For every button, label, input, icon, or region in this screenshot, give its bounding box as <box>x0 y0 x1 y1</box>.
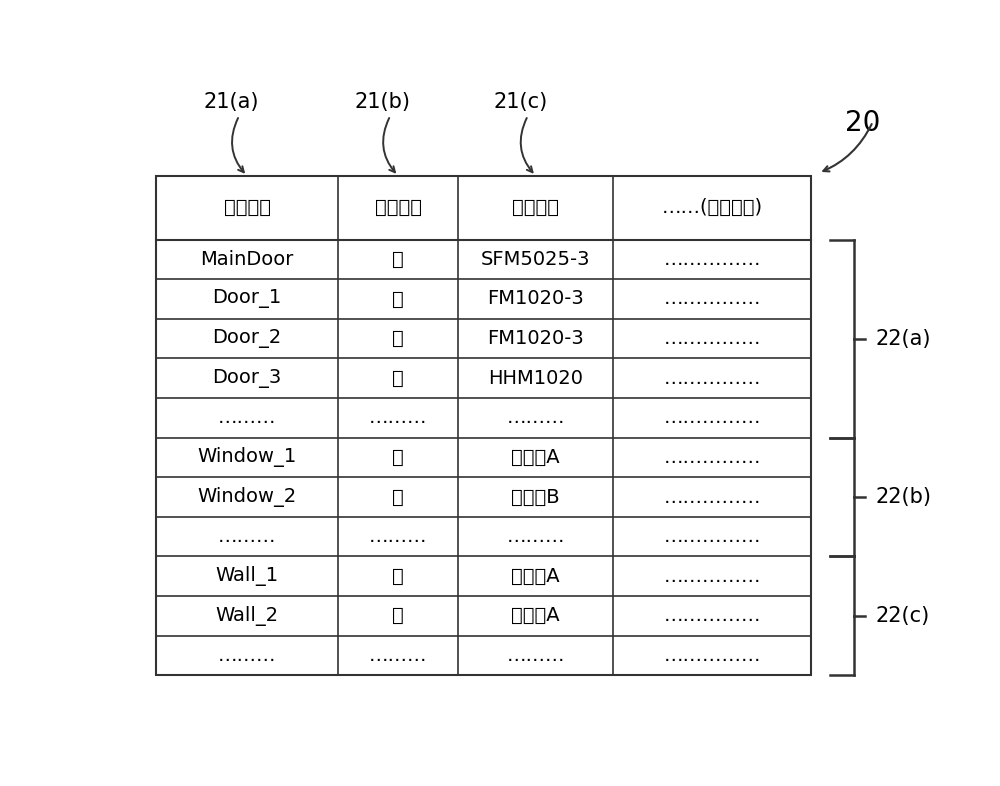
Bar <box>156 176 811 675</box>
Text: 识别名称: 识别名称 <box>224 198 271 217</box>
Text: HHM1020: HHM1020 <box>488 369 583 387</box>
Text: FM1020-3: FM1020-3 <box>487 329 584 348</box>
Text: Window_2: Window_2 <box>197 487 297 507</box>
Text: 21(b): 21(b) <box>355 93 411 112</box>
Text: ……………: …………… <box>663 329 761 348</box>
Text: ………: ……… <box>369 527 427 546</box>
Text: 20: 20 <box>845 109 881 138</box>
Text: 墙: 墙 <box>392 567 404 586</box>
Text: FM1020-3: FM1020-3 <box>487 289 584 308</box>
Text: MainDoor: MainDoor <box>200 250 294 269</box>
Text: ……(属性信息): ……(属性信息) <box>661 198 763 217</box>
Text: ………: ……… <box>507 527 565 546</box>
Text: ……………: …………… <box>663 448 761 467</box>
Text: 门: 门 <box>392 369 404 387</box>
Text: 墙: 墙 <box>392 607 404 626</box>
Text: SFM5025-3: SFM5025-3 <box>481 250 590 269</box>
Text: Wall_1: Wall_1 <box>216 566 279 586</box>
Text: ……………: …………… <box>663 607 761 626</box>
Text: ……………: …………… <box>663 527 761 546</box>
Text: 22(b): 22(b) <box>875 487 931 507</box>
Text: Door_1: Door_1 <box>212 289 282 308</box>
Text: 窗: 窗 <box>392 448 404 467</box>
Text: ………: ……… <box>218 409 276 428</box>
Text: Door_3: Door_3 <box>212 369 282 387</box>
Text: 窗型号B: 窗型号B <box>511 487 560 506</box>
Text: 22(a): 22(a) <box>875 329 931 349</box>
Text: Window_1: Window_1 <box>197 447 297 468</box>
Text: Door_2: Door_2 <box>212 329 282 348</box>
Text: 21(c): 21(c) <box>493 93 547 112</box>
Text: ……………: …………… <box>663 409 761 428</box>
Text: 墙型号A: 墙型号A <box>511 567 560 586</box>
Text: 窗型号A: 窗型号A <box>511 448 560 467</box>
Text: ………: ……… <box>218 646 276 665</box>
Text: 窗: 窗 <box>392 487 404 506</box>
Text: ……………: …………… <box>663 646 761 665</box>
Text: ………: ……… <box>369 409 427 428</box>
Text: 门: 门 <box>392 250 404 269</box>
Text: 门: 门 <box>392 289 404 308</box>
Text: 类型信息: 类型信息 <box>375 198 422 217</box>
Text: 设备型号: 设备型号 <box>512 198 559 217</box>
Text: ……………: …………… <box>663 567 761 586</box>
Text: 墙型号A: 墙型号A <box>511 607 560 626</box>
Text: 22(c): 22(c) <box>875 606 929 626</box>
Text: ……………: …………… <box>663 289 761 308</box>
Text: ……………: …………… <box>663 369 761 387</box>
Text: ………: ……… <box>369 646 427 665</box>
Text: Wall_2: Wall_2 <box>216 606 279 626</box>
Text: ………: ……… <box>507 646 565 665</box>
Text: 21(a): 21(a) <box>204 93 259 112</box>
Text: ……………: …………… <box>663 487 761 506</box>
Text: ………: ……… <box>507 409 565 428</box>
Text: ……………: …………… <box>663 250 761 269</box>
Text: ………: ……… <box>218 527 276 546</box>
Text: 门: 门 <box>392 329 404 348</box>
